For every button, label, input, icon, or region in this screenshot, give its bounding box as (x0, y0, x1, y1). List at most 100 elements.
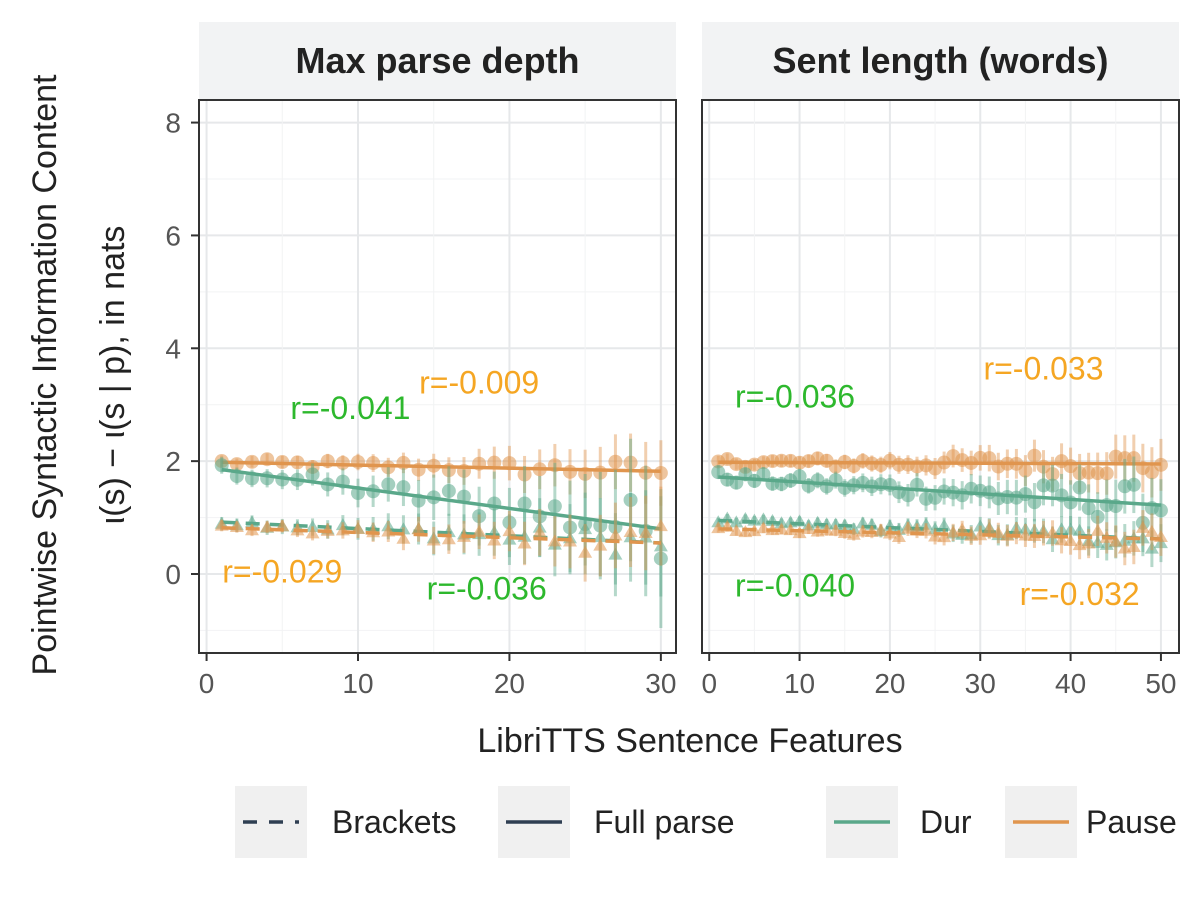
data-point (1126, 477, 1141, 492)
x-tick-label: 0 (199, 668, 215, 699)
data-point (801, 521, 816, 534)
y-tick-label: 8 (165, 108, 181, 139)
data-point (411, 522, 426, 535)
fit-line (718, 527, 1161, 541)
data-point (335, 455, 350, 470)
data-point (729, 515, 744, 528)
data-point (973, 528, 988, 541)
x-tick-label: 10 (784, 668, 815, 699)
correlation-label: r=-0.036 (735, 379, 855, 415)
data-point (1054, 533, 1069, 546)
data-point (1099, 466, 1114, 481)
data-point (441, 484, 456, 499)
data-point (653, 465, 668, 480)
fit-line (221, 460, 661, 474)
x-tick-label: 20 (494, 668, 525, 699)
fit-line (718, 475, 1162, 507)
data-point (608, 528, 623, 541)
data-point (846, 527, 861, 540)
data-point (487, 533, 502, 546)
data-point (1108, 534, 1123, 547)
legend-label: Pause (1086, 804, 1177, 840)
series-pause-brackets (214, 486, 668, 582)
panel-2: Sent length (words) r=-0.036 r=-0.033 r=-0.… (701, 22, 1180, 699)
data-point (1018, 463, 1033, 478)
data-point (517, 467, 532, 482)
data-point (608, 547, 623, 560)
data-point (1063, 522, 1078, 535)
data-point (472, 509, 487, 524)
panel-border (198, 99, 677, 654)
correlation-label: r=-0.040 (735, 568, 855, 604)
fit-line (221, 467, 662, 531)
data-point (1072, 480, 1087, 495)
strip-background (199, 22, 676, 100)
x-tick-label: 50 (1145, 668, 1176, 699)
data-point (653, 539, 668, 552)
data-point (623, 455, 638, 470)
data-point (426, 533, 441, 546)
y-axis-title-line1: Pointwise Syntactic Information Content (26, 74, 64, 676)
data-point (532, 525, 547, 538)
data-point (1135, 520, 1150, 533)
legend-item-pause: Pause (1005, 786, 1177, 858)
data-point (900, 488, 915, 503)
correlation-label: r=-0.036 (427, 570, 547, 606)
panel-border (701, 99, 1180, 654)
series-pause-full (711, 434, 1168, 498)
strip-label: Max parse depth (295, 40, 579, 81)
data-point (608, 454, 623, 469)
data-layer (214, 433, 668, 628)
data-point (1081, 501, 1096, 516)
correlation-label: r=-0.033 (983, 350, 1103, 386)
x-tick-label: 10 (342, 668, 373, 699)
fit-line (718, 460, 1161, 466)
data-point (578, 545, 593, 558)
data-point (1135, 531, 1150, 544)
legend: Brackets Full parse Dur Pause (235, 786, 1177, 858)
data-point (1126, 451, 1141, 466)
data-point (1045, 532, 1060, 545)
strip-background (702, 22, 1179, 100)
x-axis-title: LibriTTS Sentence Features (477, 722, 902, 760)
y-axis-title-line2: ι(s) − ι(s | p), in nats (94, 226, 132, 525)
data-point (638, 526, 653, 539)
data-layer (711, 434, 1168, 568)
data-point (873, 523, 888, 536)
x-tick-label: 40 (1055, 668, 1086, 699)
data-point (502, 515, 517, 530)
data-point (1054, 522, 1069, 535)
data-point (502, 524, 517, 537)
gridlines (702, 100, 1179, 653)
data-point (366, 456, 381, 471)
data-point (1144, 541, 1159, 554)
correlation-label: r=-0.029 (222, 553, 342, 589)
data-point (982, 522, 997, 535)
fit-line (221, 525, 661, 545)
series-pause-full (214, 433, 668, 506)
data-point (547, 499, 562, 514)
data-point (1063, 534, 1078, 547)
x-tick-label: 30 (965, 668, 996, 699)
data-point (1153, 536, 1168, 549)
series-pause-brackets (711, 510, 1168, 566)
data-point (441, 532, 456, 545)
data-point (623, 492, 638, 507)
legend-label: Dur (920, 804, 972, 840)
data-point (1090, 535, 1105, 548)
data-point (396, 531, 411, 544)
data-point (937, 518, 952, 531)
data-point (937, 530, 952, 543)
data-point (792, 469, 807, 484)
data-point (1090, 523, 1105, 536)
x-tick-label: 30 (645, 668, 676, 699)
data-point (305, 520, 320, 533)
data-point (1027, 448, 1042, 463)
data-point (756, 467, 771, 482)
data-point (305, 526, 320, 539)
y-tick-label: 4 (165, 333, 181, 364)
data-point (593, 538, 608, 551)
data-point (1045, 478, 1060, 493)
